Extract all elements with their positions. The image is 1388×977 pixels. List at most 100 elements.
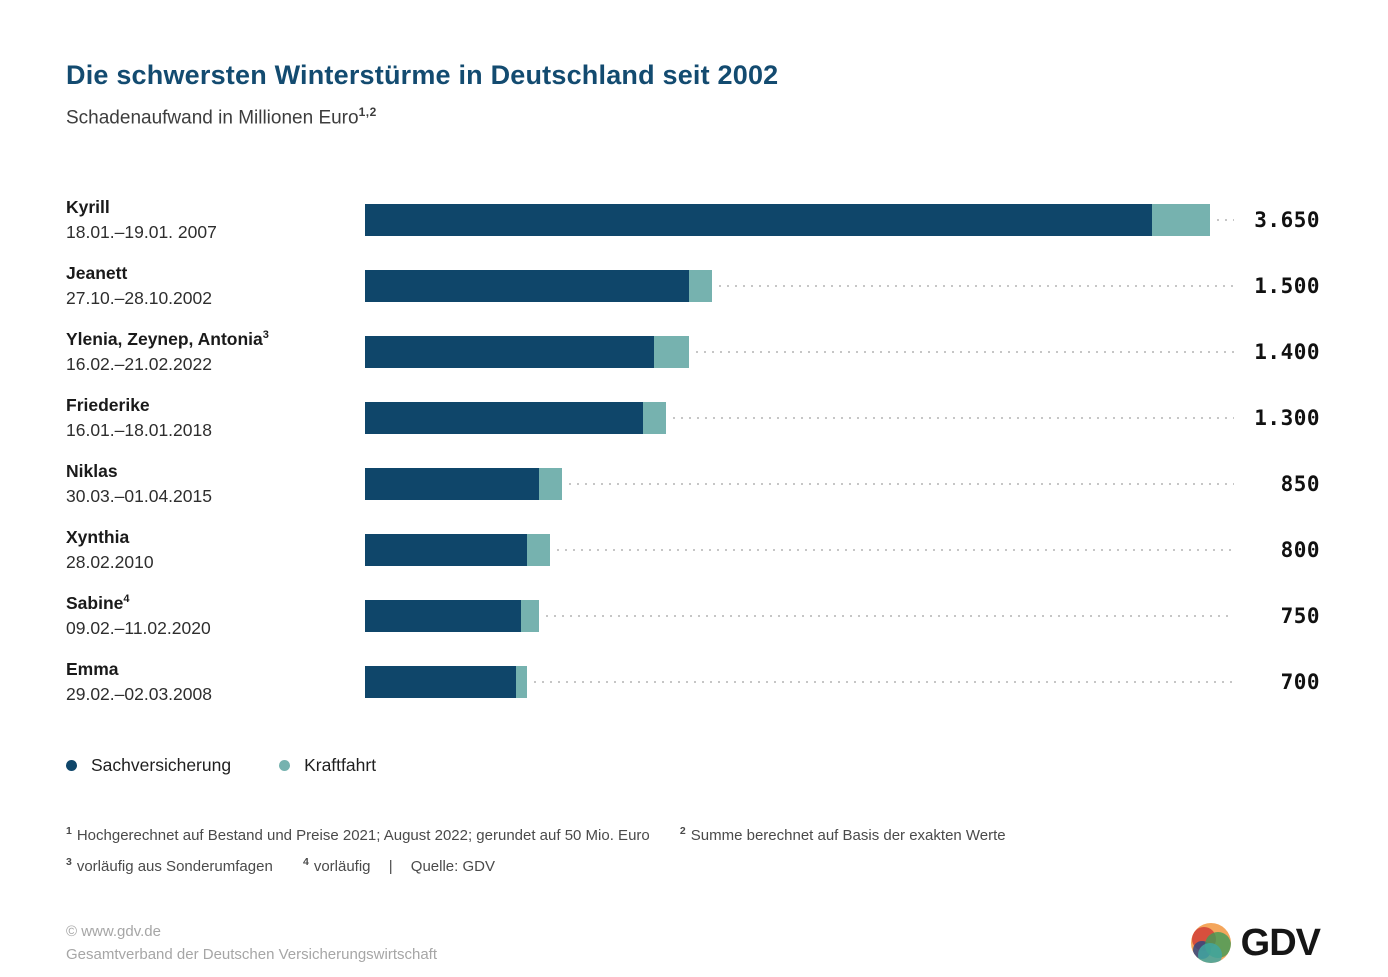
storm-date: 27.10.–28.10.2002 xyxy=(66,288,212,309)
bar-zone xyxy=(365,468,1240,501)
total-value: 700 xyxy=(1280,670,1320,695)
storm-name: Friederike xyxy=(66,395,150,416)
stacked-bar xyxy=(365,534,551,567)
bar-zone xyxy=(365,270,1240,303)
bar-segment-sachversicherung xyxy=(365,666,516,699)
storm-name: Xynthia xyxy=(66,527,130,548)
legend-item-kraftfahrt: Kraftfahrt xyxy=(279,755,376,776)
footnote-text-4: vorläufig xyxy=(313,858,371,876)
legend-label: Sachversicherung xyxy=(91,755,232,776)
bar-segment-sachversicherung xyxy=(365,336,655,369)
organization-text: Gesamtverband der Deutschen Versicherung… xyxy=(66,946,438,964)
legend-item-sachversicherung: Sachversicherung xyxy=(66,755,231,776)
footnote-text-2: Summe berechnet auf Basis der exakten We… xyxy=(690,827,1006,845)
legend-label: Kraftfahrt xyxy=(304,755,377,776)
storm-date: 28.02.2010 xyxy=(66,552,154,573)
storm-date: 16.02.–21.02.2022 xyxy=(66,354,212,375)
storm-date: 09.02.–11.02.2020 xyxy=(66,618,211,639)
footer-credits: © www.gdv.de Gesamtverband der Deutschen… xyxy=(66,920,437,966)
chart-row: Jeanett 27.10.–28.10.2002 1.500 xyxy=(66,253,1320,319)
legend: Sachversicherung Kraftfahrt xyxy=(66,755,1320,776)
dotted-leader-line xyxy=(1216,219,1234,222)
footnotes: 1 Hochgerechnet auf Bestand und Preise 20… xyxy=(66,818,1320,880)
chart-row: Kyrill 18.01.–19.01. 2007 3.650 xyxy=(66,187,1320,253)
bar-segment-kraftfahrt xyxy=(515,666,528,699)
legend-dot xyxy=(66,760,77,772)
storm-name: Niklas xyxy=(66,461,118,482)
stacked-bar xyxy=(365,204,1210,237)
bar-segment-sachversicherung xyxy=(365,204,1153,237)
stacked-bar xyxy=(365,402,666,435)
storm-label: Sabine4 09.02.–11.02.2020 xyxy=(66,591,365,641)
bar-zone xyxy=(365,336,1240,369)
total-value: 850 xyxy=(1280,472,1320,497)
storm-label: Niklas 30.03.–01.04.2015 xyxy=(66,459,365,509)
storm-label: Kyrill 18.01.–19.01. 2007 xyxy=(66,195,365,245)
total-value: 1.300 xyxy=(1254,406,1320,431)
footnote-line-1: 1 Hochgerechnet auf Bestand und Preise 20… xyxy=(66,818,1320,849)
bar-zone xyxy=(365,666,1240,699)
bar-chart: Kyrill 18.01.–19.01. 2007 3.650 Jeanett … xyxy=(66,187,1320,715)
storm-label: Emma 29.02.–02.03.2008 xyxy=(66,657,365,707)
dotted-leader-line xyxy=(719,285,1234,288)
chart-subtitle: Schadenaufwand in Millionen Euro1,2 xyxy=(66,105,1320,129)
storm-date: 30.03.–01.04.2015 xyxy=(66,486,212,507)
bar-segment-kraftfahrt xyxy=(521,600,539,633)
dotted-leader-line xyxy=(545,615,1234,618)
storm-date: 18.01.–19.01. 2007 xyxy=(66,222,217,243)
chart-row: Niklas 30.03.–01.04.2015 850 xyxy=(66,451,1320,517)
bar-zone xyxy=(365,204,1240,237)
bar-segment-sachversicherung xyxy=(365,402,643,435)
chart-row: Friederike 16.01.–18.01.2018 1.300 xyxy=(66,385,1320,451)
stacked-bar xyxy=(365,600,539,633)
dotted-leader-line xyxy=(568,483,1234,486)
gdv-wordmark: GDV xyxy=(1240,921,1321,964)
storm-label: Xynthia 28.02.2010 xyxy=(66,525,365,575)
source-text: Quelle: GDV xyxy=(410,858,495,876)
storm-date: 16.01.–18.01.2018 xyxy=(66,420,212,441)
bar-zone xyxy=(365,600,1240,633)
bar-segment-sachversicherung xyxy=(365,600,522,633)
stacked-bar xyxy=(365,468,562,501)
bar-zone xyxy=(365,534,1240,567)
storm-name: Ylenia, Zeynep, Antonia3 xyxy=(66,329,269,350)
footnote-marker-1: 1 xyxy=(66,825,72,838)
total-value: 800 xyxy=(1280,538,1320,563)
footnote-marker-2: 2 xyxy=(679,825,686,838)
chart-row: Sabine4 09.02.–11.02.2020 750 xyxy=(66,583,1320,649)
bar-segment-sachversicherung xyxy=(365,468,539,501)
bar-segment-kraftfahrt xyxy=(1152,204,1210,237)
chart-row: Xynthia 28.02.2010 800 xyxy=(66,517,1320,583)
storm-name: Sabine4 xyxy=(66,593,130,614)
storm-label: Jeanett 27.10.–28.10.2002 xyxy=(66,261,365,311)
chart-row: Emma 29.02.–02.03.2008 700 xyxy=(66,649,1320,715)
stacked-bar xyxy=(365,270,713,303)
bar-zone xyxy=(365,402,1240,435)
storm-date: 29.02.–02.03.2008 xyxy=(66,684,212,705)
storm-label: Ylenia, Zeynep, Antonia3 16.02.–21.02.20… xyxy=(66,327,365,377)
storm-footnote-marker: 3 xyxy=(262,329,269,342)
dotted-leader-line xyxy=(696,351,1234,354)
total-value: 1.500 xyxy=(1254,274,1320,299)
legend-dot xyxy=(279,760,291,772)
bar-segment-kraftfahrt xyxy=(689,270,713,303)
subtitle-footnote-marker: 1,2 xyxy=(358,105,377,119)
bar-segment-sachversicherung xyxy=(365,270,690,303)
storm-name: Jeanett xyxy=(66,263,128,284)
stacked-bar xyxy=(365,666,528,699)
bar-segment-kraftfahrt xyxy=(527,534,551,567)
storm-name: Emma xyxy=(66,659,119,680)
footnote-line-2: 3 vorläufig aus Sonderumfagen 4 vorläufig … xyxy=(66,849,1320,880)
footer: © www.gdv.de Gesamtverband der Deutschen… xyxy=(66,920,1321,966)
bar-segment-kraftfahrt xyxy=(642,402,666,435)
total-value: 3.650 xyxy=(1254,208,1320,233)
dotted-leader-line xyxy=(557,549,1234,552)
page-title: Die schwersten Winterstürme in Deutschla… xyxy=(66,60,779,90)
storm-footnote-marker: 4 xyxy=(123,593,130,606)
footnote-text-1: Hochgerechnet auf Bestand und Preise 202… xyxy=(76,827,650,845)
stacked-bar xyxy=(365,336,690,369)
total-value: 1.400 xyxy=(1254,340,1320,365)
dotted-leader-line xyxy=(672,417,1234,420)
dotted-leader-line xyxy=(534,681,1234,684)
footnote-text-3: vorläufig aus Sonderumfagen xyxy=(76,858,273,876)
